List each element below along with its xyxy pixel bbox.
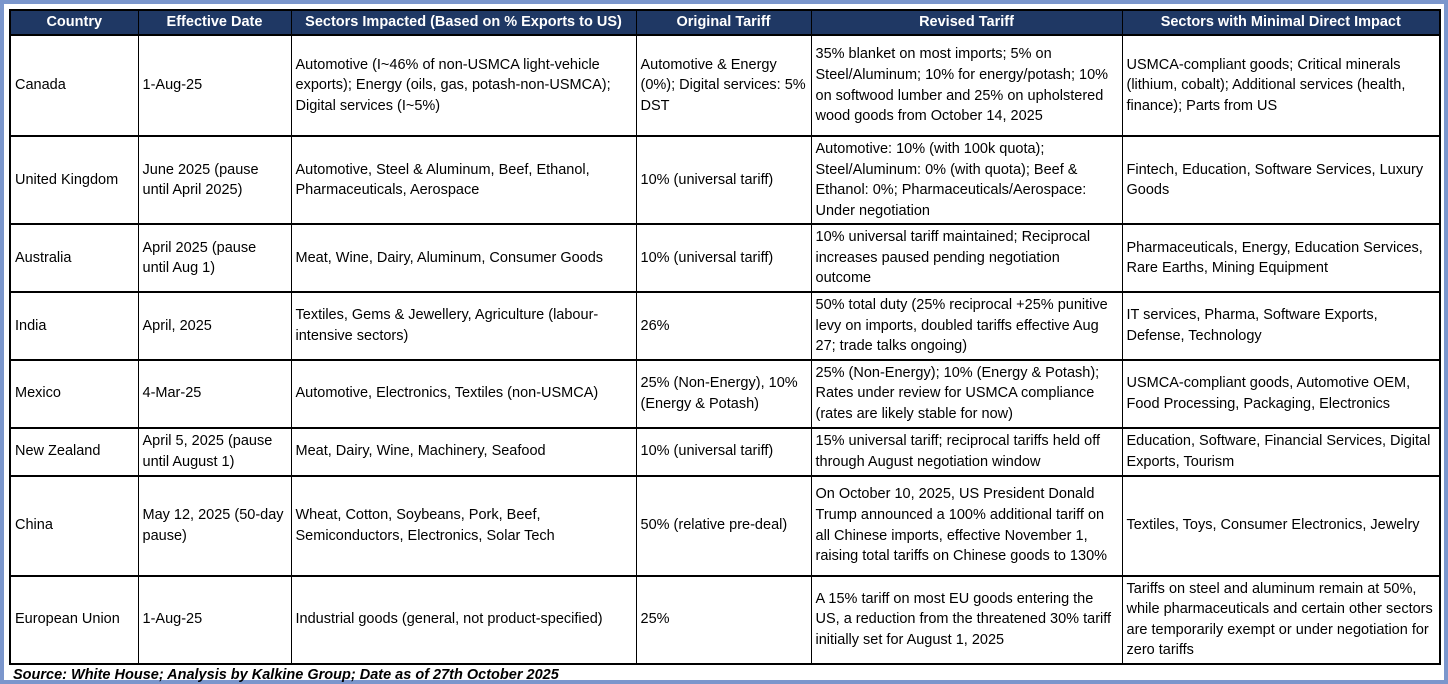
cell-country: Australia bbox=[9, 223, 139, 294]
cell-effective-date: 1-Aug-25 bbox=[137, 34, 292, 137]
cell-minimal-impact: Textiles, Toys, Consumer Electronics, Je… bbox=[1121, 474, 1441, 577]
col-header-effective-date: Effective Date bbox=[137, 9, 292, 36]
cell-effective-date: June 2025 (pause until April 2025) bbox=[137, 134, 292, 226]
cell-country: India bbox=[9, 291, 139, 361]
cell-effective-date: April 5, 2025 (pause until August 1) bbox=[137, 426, 292, 477]
cell-minimal-impact: USMCA-compliant goods, Automotive OEM, F… bbox=[1121, 358, 1441, 429]
cell-original-tariff: Automotive & Energy (0%); Digital servic… bbox=[635, 34, 812, 137]
cell-country: Mexico bbox=[9, 358, 139, 429]
cell-minimal-impact: USMCA-compliant goods; Critical minerals… bbox=[1121, 34, 1441, 137]
col-header-revised-tariff: Revised Tariff bbox=[810, 9, 1123, 36]
cell-minimal-impact: Education, Software, Financial Services,… bbox=[1121, 426, 1441, 477]
cell-sectors-impacted: Wheat, Cotton, Soybeans, Pork, Beef, Sem… bbox=[290, 474, 637, 577]
cell-sectors-impacted: Meat, Wine, Dairy, Aluminum, Consumer Go… bbox=[290, 223, 637, 294]
tariff-table: Country Effective Date Sectors Impacted … bbox=[9, 9, 1441, 665]
cell-revised-tariff: Automotive: 10% (with 100k quota); Steel… bbox=[810, 134, 1123, 226]
cell-effective-date: 4-Mar-25 bbox=[137, 358, 292, 429]
cell-revised-tariff: On October 10, 2025, US President Donald… bbox=[810, 474, 1123, 577]
cell-country: European Union bbox=[9, 574, 139, 665]
cell-original-tariff: 26% bbox=[635, 291, 812, 361]
cell-original-tariff: 25% (Non-Energy), 10% (Energy & Potash) bbox=[635, 358, 812, 429]
table-row-united-kingdom: United Kingdom June 2025 (pause until Ap… bbox=[9, 134, 1441, 226]
cell-original-tariff: 10% (universal tariff) bbox=[635, 223, 812, 294]
cell-revised-tariff: A 15% tariff on most EU goods entering t… bbox=[810, 574, 1123, 665]
table-row-mexico: Mexico 4-Mar-25 Automotive, Electronics,… bbox=[9, 358, 1441, 429]
cell-sectors-impacted: Automotive, Electronics, Textiles (non-U… bbox=[290, 358, 637, 429]
table-row-new-zealand: New Zealand April 5, 2025 (pause until A… bbox=[9, 426, 1441, 477]
cell-sectors-impacted: Industrial goods (general, not product-s… bbox=[290, 574, 637, 665]
cell-sectors-impacted: Meat, Dairy, Wine, Machinery, Seafood bbox=[290, 426, 637, 477]
cell-original-tariff: 10% (universal tariff) bbox=[635, 134, 812, 226]
source-note: Source: White House; Analysis by Kalkine… bbox=[13, 666, 559, 683]
table-row-canada: Canada 1-Aug-25 Automotive (I~46% of non… bbox=[9, 34, 1441, 137]
cell-revised-tariff: 35% blanket on most imports; 5% on Steel… bbox=[810, 34, 1123, 137]
cell-minimal-impact: Fintech, Education, Software Services, L… bbox=[1121, 134, 1441, 226]
cell-country: China bbox=[9, 474, 139, 577]
col-header-country: Country bbox=[9, 9, 139, 36]
cell-revised-tariff: 50% total duty (25% reciprocal +25% puni… bbox=[810, 291, 1123, 361]
cell-minimal-impact: Pharmaceuticals, Energy, Education Servi… bbox=[1121, 223, 1441, 294]
cell-original-tariff: 10% (universal tariff) bbox=[635, 426, 812, 477]
cell-minimal-impact: IT services, Pharma, Software Exports, D… bbox=[1121, 291, 1441, 361]
cell-effective-date: 1-Aug-25 bbox=[137, 574, 292, 665]
col-header-original-tariff: Original Tariff bbox=[635, 9, 812, 36]
cell-revised-tariff: 15% universal tariff; reciprocal tariffs… bbox=[810, 426, 1123, 477]
header-row: Country Effective Date Sectors Impacted … bbox=[9, 9, 1441, 36]
cell-sectors-impacted: Textiles, Gems & Jewellery, Agriculture … bbox=[290, 291, 637, 361]
cell-country: New Zealand bbox=[9, 426, 139, 477]
cell-country: Canada bbox=[9, 34, 139, 137]
cell-original-tariff: 50% (relative pre-deal) bbox=[635, 474, 812, 577]
cell-effective-date: May 12, 2025 (50-day pause) bbox=[137, 474, 292, 577]
cell-revised-tariff: 25% (Non-Energy); 10% (Energy & Potash);… bbox=[810, 358, 1123, 429]
table-row-european-union: European Union 1-Aug-25 Industrial goods… bbox=[9, 574, 1441, 665]
table-row-india: India April, 2025 Textiles, Gems & Jewel… bbox=[9, 291, 1441, 361]
cell-original-tariff: 25% bbox=[635, 574, 812, 665]
col-header-minimal-impact: Sectors with Minimal Direct Impact bbox=[1121, 9, 1441, 36]
cell-effective-date: April 2025 (pause until Aug 1) bbox=[137, 223, 292, 294]
table-row-china: China May 12, 2025 (50-day pause) Wheat,… bbox=[9, 474, 1441, 577]
cell-minimal-impact: Tariffs on steel and aluminum remain at … bbox=[1121, 574, 1441, 665]
cell-country: United Kingdom bbox=[9, 134, 139, 226]
cell-sectors-impacted: Automotive, Steel & Aluminum, Beef, Etha… bbox=[290, 134, 637, 226]
table-row-australia: Australia April 2025 (pause until Aug 1)… bbox=[9, 223, 1441, 294]
col-header-sectors-impacted: Sectors Impacted (Based on % Exports to … bbox=[290, 9, 637, 36]
cell-sectors-impacted: Automotive (I~46% of non-USMCA light-veh… bbox=[290, 34, 637, 137]
cell-revised-tariff: 10% universal tariff maintained; Recipro… bbox=[810, 223, 1123, 294]
cell-effective-date: April, 2025 bbox=[137, 291, 292, 361]
